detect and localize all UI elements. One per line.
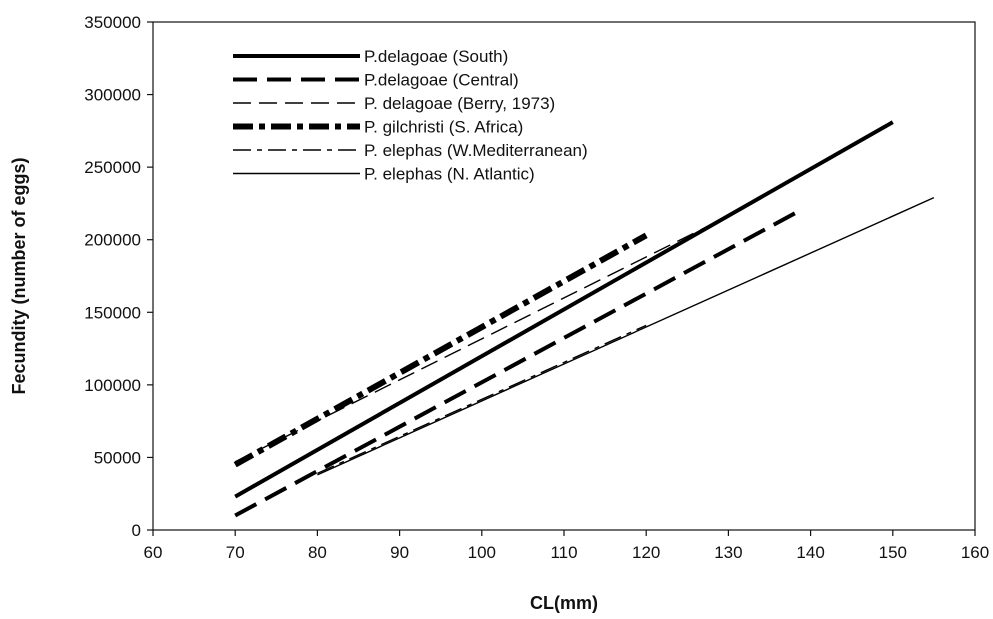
plot-area-frame (152, 21, 976, 531)
x-tick-label: 120 (632, 543, 660, 562)
y-tick-label: 200000 (84, 231, 141, 250)
x-tick-label: 60 (144, 543, 163, 562)
x-tick-label: 70 (226, 543, 245, 562)
y-axis-title: Fecundity (number of eggs) (9, 157, 29, 394)
x-tick-label: 100 (468, 543, 496, 562)
x-tick-label: 140 (796, 543, 824, 562)
x-axis-title: CL(mm) (530, 593, 598, 613)
series-line-3 (234, 207, 746, 463)
x-tick-label: 130 (714, 543, 742, 562)
series-line-4 (233, 232, 648, 468)
series-line-5 (317, 324, 647, 475)
x-tick-label: 80 (308, 543, 327, 562)
legend-label-5: P. elephas (W.Mediterranean) (364, 141, 588, 160)
x-tick-label: 150 (879, 543, 907, 562)
series-line-2 (234, 207, 804, 518)
x-axis: 60 70 80 90 100 110 120 130 140 150 160 (144, 530, 989, 562)
series-line-6 (317, 196, 935, 476)
y-tick-label: 0 (132, 521, 141, 540)
legend: P.delagoae (South) P.delagoae (Central) P.… (233, 47, 588, 184)
legend-label-3: P. delagoae (Berry, 1973) (364, 94, 555, 113)
legend-label-1: P.delagoae (South) (364, 47, 508, 66)
y-tick-label: 250000 (84, 158, 141, 177)
series-lines (233, 120, 935, 518)
x-tick-label: 90 (390, 543, 409, 562)
x-tick-label: 160 (961, 543, 989, 562)
legend-label-6: P. elephas (N. Atlantic) (364, 165, 535, 184)
y-tick-label: 300000 (84, 86, 141, 105)
y-axis: 0 50000 100000 150000 200000 250000 300000 3500… (84, 13, 153, 540)
y-tick-label: 150000 (84, 303, 141, 322)
y-tick-label: 50000 (94, 448, 141, 467)
x-tick-label: 110 (550, 543, 577, 562)
series-line-1 (234, 120, 894, 499)
y-tick-label: 350000 (84, 13, 141, 32)
legend-label-4: P. gilchristi (S. Africa) (364, 118, 523, 137)
y-tick-label: 100000 (84, 376, 141, 395)
legend-label-2: P.delagoae (Central) (364, 71, 519, 90)
